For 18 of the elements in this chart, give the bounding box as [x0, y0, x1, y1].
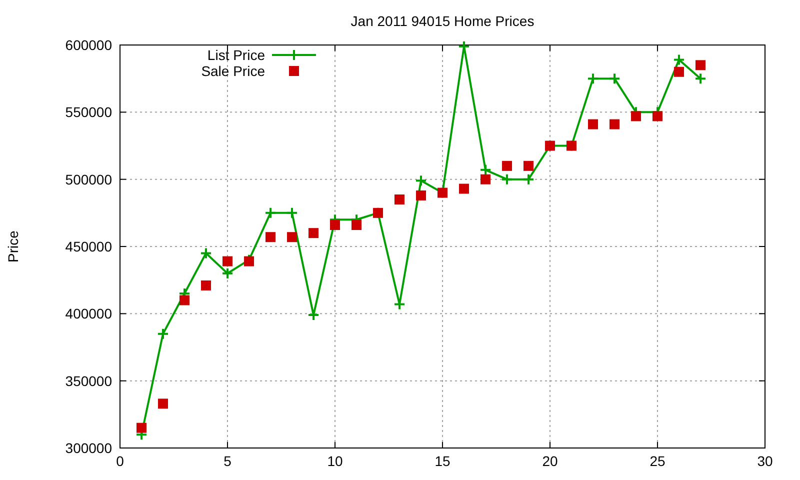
- x-tick-label: 30: [757, 453, 773, 469]
- x-tick-label: 10: [327, 453, 343, 469]
- chart-title: Jan 2011 94015 Home Prices: [350, 13, 534, 29]
- y-tick-label: 450000: [65, 238, 112, 254]
- x-tick-label: 15: [434, 453, 450, 469]
- y-tick-label: 550000: [65, 104, 112, 120]
- y-axis-title: Price: [5, 230, 21, 262]
- x-tick-label: 20: [542, 453, 558, 469]
- y-tick-label: 350000: [65, 372, 112, 389]
- y-tick-label: 300000: [65, 440, 112, 456]
- legend-label: Sale Price: [201, 63, 266, 79]
- x-tick-label: 5: [224, 453, 232, 469]
- x-tick-label: 0: [116, 453, 124, 469]
- y-tick-label: 400000: [65, 306, 112, 322]
- legend-label: List Price: [207, 47, 266, 63]
- x-tick-label: 25: [650, 453, 666, 469]
- y-tick-label: 500000: [65, 171, 112, 188]
- y-tick-label: 600000: [65, 37, 112, 53]
